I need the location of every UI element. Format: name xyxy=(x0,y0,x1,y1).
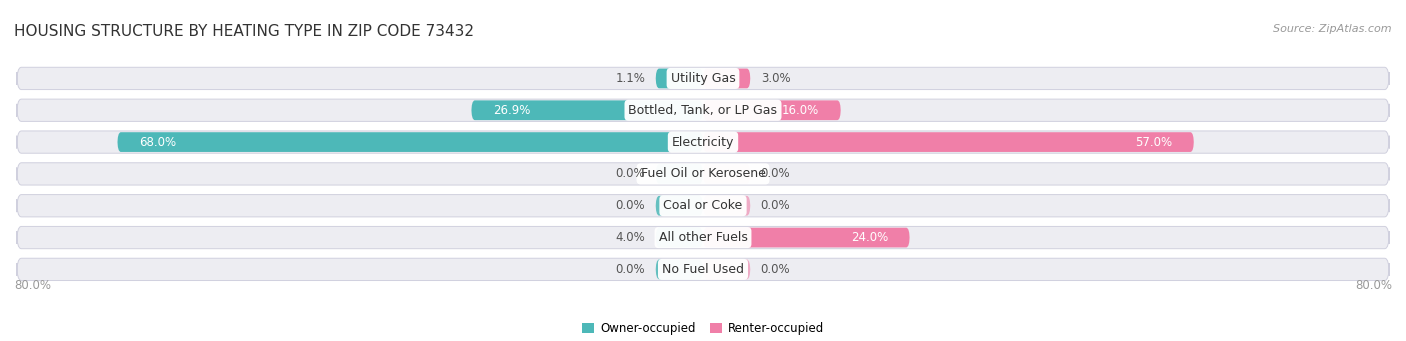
FancyBboxPatch shape xyxy=(655,164,703,184)
Text: 26.9%: 26.9% xyxy=(494,104,530,117)
FancyBboxPatch shape xyxy=(655,69,703,88)
Text: Fuel Oil or Kerosene: Fuel Oil or Kerosene xyxy=(641,167,765,180)
Text: Source: ZipAtlas.com: Source: ZipAtlas.com xyxy=(1274,24,1392,34)
FancyBboxPatch shape xyxy=(17,163,1389,185)
Text: 68.0%: 68.0% xyxy=(139,136,176,149)
FancyBboxPatch shape xyxy=(117,132,703,152)
Text: 80.0%: 80.0% xyxy=(14,279,51,292)
FancyBboxPatch shape xyxy=(17,226,1389,249)
Legend: Owner-occupied, Renter-occupied: Owner-occupied, Renter-occupied xyxy=(578,317,828,340)
FancyBboxPatch shape xyxy=(703,132,1194,152)
Text: HOUSING STRUCTURE BY HEATING TYPE IN ZIP CODE 73432: HOUSING STRUCTURE BY HEATING TYPE IN ZIP… xyxy=(14,24,474,39)
Text: Utility Gas: Utility Gas xyxy=(671,72,735,85)
Text: Bottled, Tank, or LP Gas: Bottled, Tank, or LP Gas xyxy=(628,104,778,117)
Text: 1.1%: 1.1% xyxy=(616,72,645,85)
Text: All other Fuels: All other Fuels xyxy=(658,231,748,244)
Text: 0.0%: 0.0% xyxy=(616,263,645,276)
FancyBboxPatch shape xyxy=(17,131,1389,153)
Text: 80.0%: 80.0% xyxy=(1355,279,1392,292)
FancyBboxPatch shape xyxy=(17,99,1389,121)
FancyBboxPatch shape xyxy=(703,228,910,248)
Text: 0.0%: 0.0% xyxy=(761,167,790,180)
FancyBboxPatch shape xyxy=(703,69,751,88)
FancyBboxPatch shape xyxy=(17,258,1389,281)
Text: Coal or Coke: Coal or Coke xyxy=(664,199,742,212)
Text: Electricity: Electricity xyxy=(672,136,734,149)
FancyBboxPatch shape xyxy=(655,228,703,248)
FancyBboxPatch shape xyxy=(655,196,703,216)
FancyBboxPatch shape xyxy=(17,67,1389,90)
Text: 4.0%: 4.0% xyxy=(616,231,645,244)
FancyBboxPatch shape xyxy=(655,260,703,279)
Text: 24.0%: 24.0% xyxy=(851,231,889,244)
FancyBboxPatch shape xyxy=(703,164,751,184)
FancyBboxPatch shape xyxy=(703,100,841,120)
FancyBboxPatch shape xyxy=(17,195,1389,217)
FancyBboxPatch shape xyxy=(703,196,751,216)
Text: 0.0%: 0.0% xyxy=(761,263,790,276)
Text: 57.0%: 57.0% xyxy=(1135,136,1173,149)
Text: 3.0%: 3.0% xyxy=(761,72,790,85)
FancyBboxPatch shape xyxy=(471,100,703,120)
Text: 0.0%: 0.0% xyxy=(616,167,645,180)
Text: 16.0%: 16.0% xyxy=(782,104,820,117)
Text: 0.0%: 0.0% xyxy=(761,199,790,212)
FancyBboxPatch shape xyxy=(703,260,751,279)
Text: No Fuel Used: No Fuel Used xyxy=(662,263,744,276)
Text: 0.0%: 0.0% xyxy=(616,199,645,212)
